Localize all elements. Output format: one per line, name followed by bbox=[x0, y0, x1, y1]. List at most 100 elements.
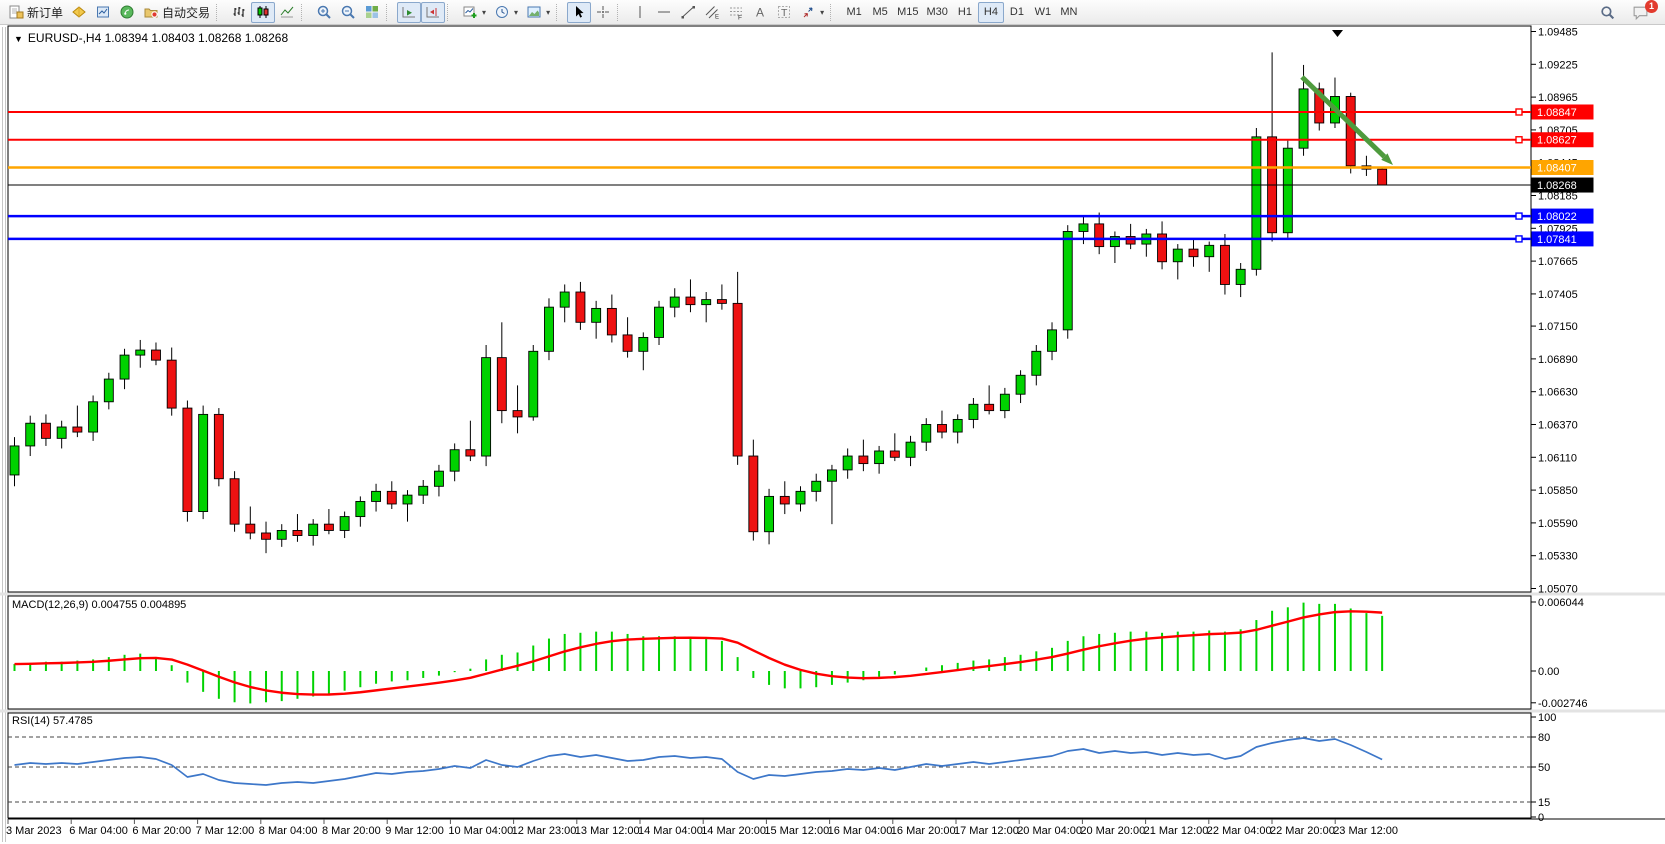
zoom-in-button[interactable] bbox=[312, 2, 336, 23]
time-label: 3 Mar 2023 bbox=[6, 825, 62, 837]
rsi-pane[interactable] bbox=[7, 712, 1532, 819]
svg-text:80: 80 bbox=[1538, 732, 1550, 744]
timeframe-h1-button[interactable]: H1 bbox=[952, 2, 978, 23]
candle-body bbox=[9, 445, 20, 476]
macd-name: MACD(12,26,9) bbox=[12, 599, 89, 611]
arrows-tool-button[interactable]: ▾ bbox=[796, 2, 828, 23]
line-chart-type-button[interactable] bbox=[275, 2, 299, 23]
chart-dropdown-icon[interactable]: ▼ bbox=[14, 34, 23, 44]
candle-body bbox=[1047, 329, 1057, 352]
level-handle[interactable] bbox=[1515, 235, 1523, 243]
signals-icon bbox=[120, 5, 134, 19]
tile-windows-button[interactable] bbox=[360, 2, 384, 23]
level-handle[interactable] bbox=[1515, 136, 1523, 144]
trend-arrow-head[interactable] bbox=[1381, 153, 1393, 165]
auto-trading-button[interactable]: 自动交易 bbox=[139, 2, 214, 23]
candle-body bbox=[371, 490, 382, 502]
toolbar-separator bbox=[447, 3, 454, 21]
templates-button[interactable]: ▾ bbox=[522, 2, 554, 23]
rsi-line bbox=[14, 737, 1383, 786]
pane-splitter[interactable] bbox=[0, 709, 1665, 713]
toolbar-separator bbox=[386, 3, 393, 21]
candle-body bbox=[1094, 223, 1105, 248]
time-label: 15 Mar 12:00 bbox=[764, 825, 829, 837]
candle-body bbox=[1235, 268, 1246, 285]
bar-chart-type-button[interactable] bbox=[227, 2, 251, 23]
level-handle[interactable] bbox=[1515, 108, 1523, 116]
add-indicator-button[interactable]: ▾ bbox=[458, 2, 490, 23]
candle-body bbox=[654, 306, 664, 338]
candle-body bbox=[1204, 244, 1215, 258]
vertical-line-tool-button[interactable] bbox=[628, 2, 652, 23]
candlestick-chart-type-button[interactable] bbox=[251, 1, 276, 23]
chart-shift-icon bbox=[426, 7, 440, 18]
text-tool-button[interactable]: A bbox=[748, 2, 772, 23]
time-label: 8 Mar 20:00 bbox=[322, 825, 381, 837]
text-icon: A bbox=[756, 6, 764, 20]
signals-button[interactable] bbox=[115, 2, 139, 23]
timeframe-h4-button[interactable]: H4 bbox=[977, 1, 1004, 23]
macd-values: 0.004755 0.004895 bbox=[91, 599, 187, 611]
pane-splitter[interactable] bbox=[0, 592, 1665, 596]
add-indicator-icon bbox=[463, 6, 477, 18]
text-label-tool-button[interactable]: T bbox=[772, 2, 796, 23]
horizontal-line-tool-button[interactable] bbox=[652, 2, 676, 23]
timeframe-m5-button[interactable]: M5 bbox=[867, 2, 893, 23]
candle-body bbox=[1345, 96, 1356, 167]
toolbar-separator bbox=[830, 3, 837, 21]
level-handle[interactable] bbox=[1515, 212, 1523, 220]
time-label: 12 Mar 23:00 bbox=[512, 825, 577, 837]
search-button[interactable] bbox=[1595, 2, 1620, 23]
cursor-tool-button[interactable] bbox=[567, 1, 592, 23]
candle-body bbox=[292, 530, 303, 536]
timeframe-w1-button[interactable]: W1 bbox=[1030, 2, 1056, 23]
macd-signal-line bbox=[14, 610, 1383, 696]
candle-body bbox=[1298, 88, 1309, 149]
svg-text:T: T bbox=[781, 7, 788, 19]
svg-text:1.07665: 1.07665 bbox=[1538, 256, 1578, 268]
auto-trading-label: 自动交易 bbox=[162, 5, 211, 20]
notification-badge: 1 bbox=[1645, 0, 1658, 13]
price-badge bbox=[1531, 231, 1594, 247]
candle-body bbox=[418, 485, 429, 496]
svg-text:A: A bbox=[756, 6, 764, 20]
candle-body bbox=[182, 407, 193, 512]
toolbar-separator bbox=[617, 3, 624, 21]
chart-shift-button[interactable] bbox=[421, 1, 446, 23]
channel-icon: E bbox=[705, 6, 719, 20]
trendline-tool-button[interactable] bbox=[676, 2, 700, 23]
candle-body bbox=[1078, 223, 1089, 232]
timeframe-d1-button[interactable]: D1 bbox=[1004, 2, 1030, 23]
chart-title: ▼ EURUSD-,H4 1.08394 1.08403 1.08268 1.08… bbox=[14, 31, 288, 45]
zoom-out-button[interactable] bbox=[336, 2, 360, 23]
timeframe-mn-button[interactable]: MN bbox=[1056, 2, 1082, 23]
periods-button[interactable]: ▾ bbox=[490, 2, 522, 23]
equidistant-channel-tool-button[interactable]: E bbox=[700, 2, 724, 23]
candle-body bbox=[999, 393, 1010, 412]
svg-text:1.05070: 1.05070 bbox=[1538, 583, 1578, 595]
candle-body bbox=[261, 532, 271, 540]
time-label: 22 Mar 04:00 bbox=[1207, 825, 1272, 837]
candle-body bbox=[716, 299, 727, 304]
notifications-button[interactable]: 1 bbox=[1628, 0, 1658, 23]
candle-body bbox=[842, 455, 853, 471]
price-axis: 1.094851.092251.089651.087051.084451.081… bbox=[1531, 27, 1578, 595]
svg-text:1.05330: 1.05330 bbox=[1538, 551, 1578, 563]
new-order-button[interactable]: 新订单 bbox=[4, 2, 67, 23]
fibonacci-tool-button[interactable]: F bbox=[724, 2, 748, 23]
timeframe-m30-button[interactable]: M30 bbox=[923, 2, 952, 23]
line-chart-icon bbox=[280, 6, 294, 18]
macd-indicator-label: MACD(12,26,9) 0.004755 0.004895 bbox=[12, 599, 186, 611]
crosshair-tool-button[interactable] bbox=[591, 2, 615, 23]
price-badge-text: 1.08847 bbox=[1537, 107, 1577, 119]
timeframe-m1-button[interactable]: M1 bbox=[841, 2, 867, 23]
chart-shift-marker[interactable] bbox=[1332, 30, 1343, 37]
data-window-button[interactable] bbox=[91, 2, 115, 23]
market-watch-button[interactable] bbox=[67, 2, 91, 23]
auto-scroll-button[interactable] bbox=[397, 1, 422, 23]
trend-arrow[interactable] bbox=[1300, 75, 1387, 159]
timeframe-m15-button[interactable]: M15 bbox=[893, 2, 922, 23]
candle-body bbox=[1031, 350, 1042, 376]
